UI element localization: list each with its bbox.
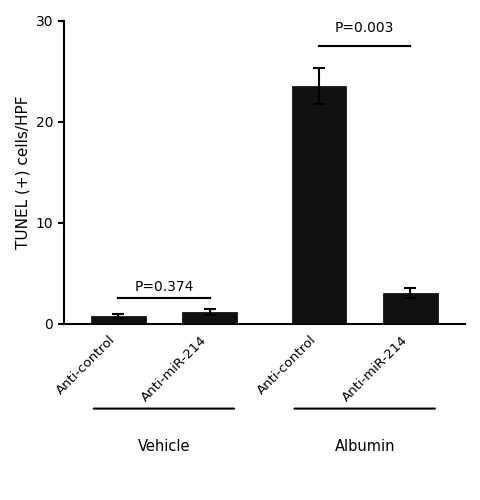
Y-axis label: TUNEL (+) cells/HPF: TUNEL (+) cells/HPF [15, 96, 30, 249]
Bar [292, 86, 347, 324]
Text: Albumin: Albumin [335, 439, 395, 454]
Text: Vehicle: Vehicle [138, 439, 190, 454]
Bar [383, 294, 438, 324]
Bar [91, 316, 146, 324]
Text: P=0.003: P=0.003 [335, 20, 395, 34]
Bar [182, 312, 237, 324]
Text: P=0.374: P=0.374 [134, 280, 193, 294]
